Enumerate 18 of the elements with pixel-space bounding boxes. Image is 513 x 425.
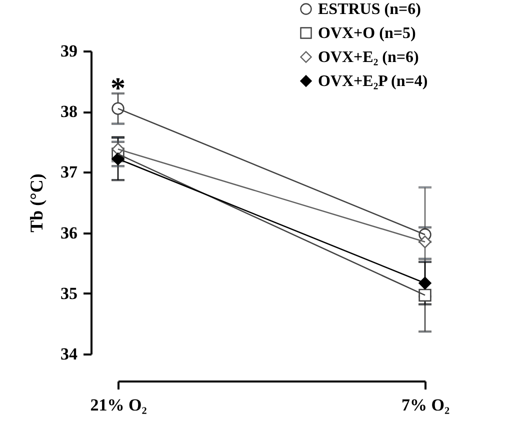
point [418,236,432,248]
y-tick-label: 37 [60,162,78,182]
point [418,288,432,302]
y-tick-label: 36 [60,223,78,242]
y-tick-label: 34 [60,344,78,364]
legend-label: ESTRUS (n=6) [318,1,421,18]
legend-label: OVX+E₂P (n=4) [318,73,428,90]
y-axis-title: Tb (°C) [26,174,46,232]
x-tick-label: 7% O₂ [401,396,450,414]
y-tick-label: 35 [60,284,78,303]
legend-label: OVX+O (n=5) [318,25,416,42]
annotation: * [110,72,126,105]
y-tick-label: 38 [60,102,78,122]
y-tick-label: 39 [60,42,78,60]
x-tick-label: 21% O₂ [90,396,147,414]
legend-label: OVX+E₂ (n=6) [318,49,419,66]
point [418,276,432,290]
point [112,102,124,115]
